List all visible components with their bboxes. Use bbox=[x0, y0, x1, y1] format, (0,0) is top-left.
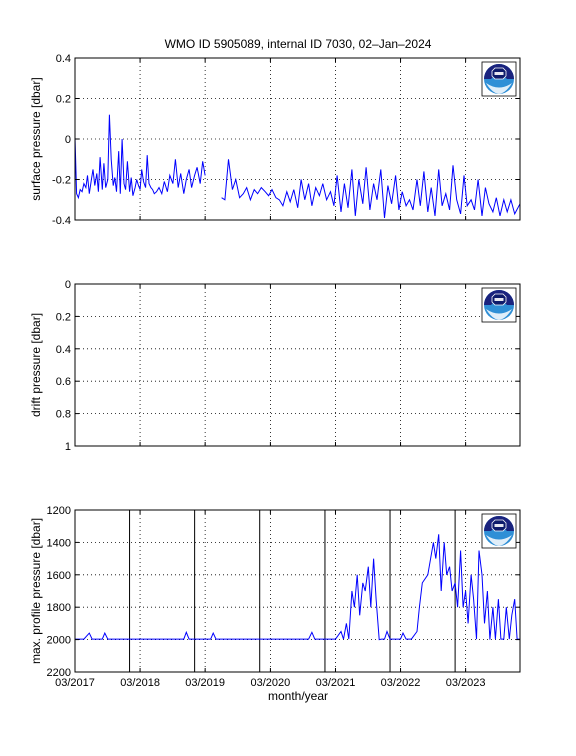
y-tick-label: 1 bbox=[65, 441, 71, 453]
plot-frame bbox=[74, 509, 521, 673]
y-tick-label: 0.8 bbox=[56, 409, 71, 421]
panel-1: -0.4 -0.2 0 0.2 0.4 surface pressure [dbar] bbox=[29, 53, 521, 227]
y-tick-label: 1600 bbox=[47, 570, 71, 582]
plot-frame bbox=[74, 57, 521, 221]
grid bbox=[74, 510, 520, 672]
panel-2: 0 0.2 0.4 0.6 0.8 1 drift pressure [dbar] bbox=[29, 279, 521, 453]
noaa-logo bbox=[481, 287, 517, 323]
x-tick-label: 03/2021 bbox=[316, 677, 356, 689]
noaa-logo bbox=[481, 513, 517, 549]
x-tick-label: 03/2020 bbox=[251, 677, 291, 689]
y-tick-label: 0 bbox=[65, 279, 71, 291]
plot-frame bbox=[74, 283, 521, 447]
y-tick-label: 0.6 bbox=[56, 376, 71, 388]
y-axis-label: drift pressure [dbar] bbox=[29, 313, 43, 417]
x-tick-label: 03/2023 bbox=[446, 677, 486, 689]
y-axis-label: surface pressure [dbar] bbox=[29, 77, 43, 200]
y-tick-label: 0.2 bbox=[56, 94, 71, 106]
x-tick-label: 03/2017 bbox=[55, 677, 95, 689]
grid bbox=[74, 284, 520, 446]
x-axis-label: month/year bbox=[268, 689, 328, 703]
grid bbox=[74, 58, 520, 220]
y-tick-label: 1400 bbox=[47, 537, 71, 549]
x-tick-label: 03/2022 bbox=[381, 677, 421, 689]
chart-title: WMO ID 5905089, internal ID 7030, 02–Jan… bbox=[165, 37, 432, 51]
y-axis-label: max. profile pressure [dbar] bbox=[29, 518, 43, 664]
y-tick-label: 0.2 bbox=[56, 311, 71, 323]
series-line-2 bbox=[221, 159, 520, 219]
y-tick-label: 0.4 bbox=[56, 344, 71, 356]
y-tick-label: 0.4 bbox=[56, 53, 71, 65]
series-line-1 bbox=[75, 534, 520, 641]
series-line-1 bbox=[75, 114, 206, 200]
y-tick-label: 0 bbox=[65, 134, 71, 146]
x-tick-label: 03/2018 bbox=[120, 677, 160, 689]
y-tick-label: 1200 bbox=[47, 505, 71, 517]
y-tick-label: -0.2 bbox=[52, 175, 71, 187]
y-tick-label: 2000 bbox=[47, 635, 71, 647]
y-tick-label: 1800 bbox=[47, 602, 71, 614]
x-tick-label: 03/2019 bbox=[185, 677, 225, 689]
y-tick-label: -0.4 bbox=[52, 215, 71, 227]
noaa-logo bbox=[481, 61, 517, 97]
y-tick-label: 2200 bbox=[47, 667, 71, 679]
